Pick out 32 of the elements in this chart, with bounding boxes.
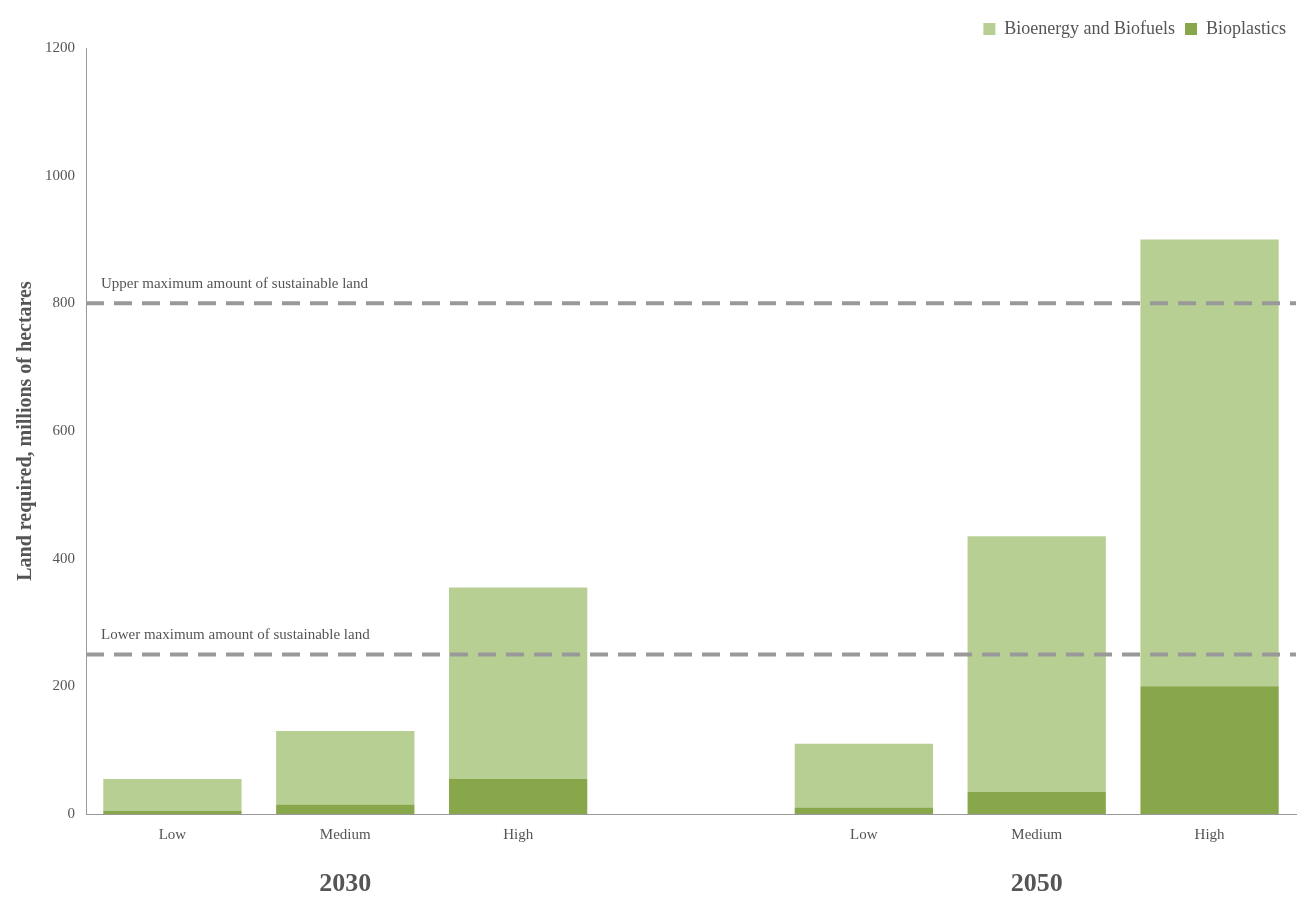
x-tick-label: Medium <box>1011 825 1063 842</box>
bar <box>103 778 242 811</box>
x-tick-label: High <box>1194 825 1226 842</box>
text: 2030 <box>319 867 372 897</box>
ref-line-label: Lower maximum amount of sustainable land <box>101 625 371 642</box>
bar <box>449 778 588 814</box>
ref-line-label: Upper maximum amount of sustainable land <box>101 274 369 291</box>
y-axis-title: Land required, millions of hectares <box>13 281 37 581</box>
y-tick-label: 400 <box>52 549 75 566</box>
x-tick-label: Low <box>850 825 878 842</box>
legend-label: Bioplastics <box>1206 17 1286 38</box>
bar <box>276 804 415 814</box>
bar <box>967 791 1106 814</box>
bar <box>103 810 242 814</box>
y-tick-label: 1200 <box>45 38 75 55</box>
x-tick-label: Medium <box>319 825 372 842</box>
y-tick-label: 0 <box>67 804 75 821</box>
text: 2050 <box>1010 867 1063 897</box>
x-tick-label: High <box>503 825 534 842</box>
bar <box>794 743 933 808</box>
bar <box>794 807 933 814</box>
y-tick-label: 200 <box>52 677 75 694</box>
bar <box>1140 239 1279 687</box>
bar <box>967 536 1106 792</box>
bar <box>1140 686 1279 814</box>
y-tick-label: 800 <box>52 294 75 311</box>
y-tick-label: 1000 <box>45 166 75 183</box>
legend-label: Bioenergy and Biofuels <box>1004 17 1175 38</box>
x-tick-label: Low <box>158 825 187 842</box>
bar <box>276 731 415 805</box>
y-tick-label: 600 <box>52 421 75 438</box>
bar <box>449 587 588 779</box>
